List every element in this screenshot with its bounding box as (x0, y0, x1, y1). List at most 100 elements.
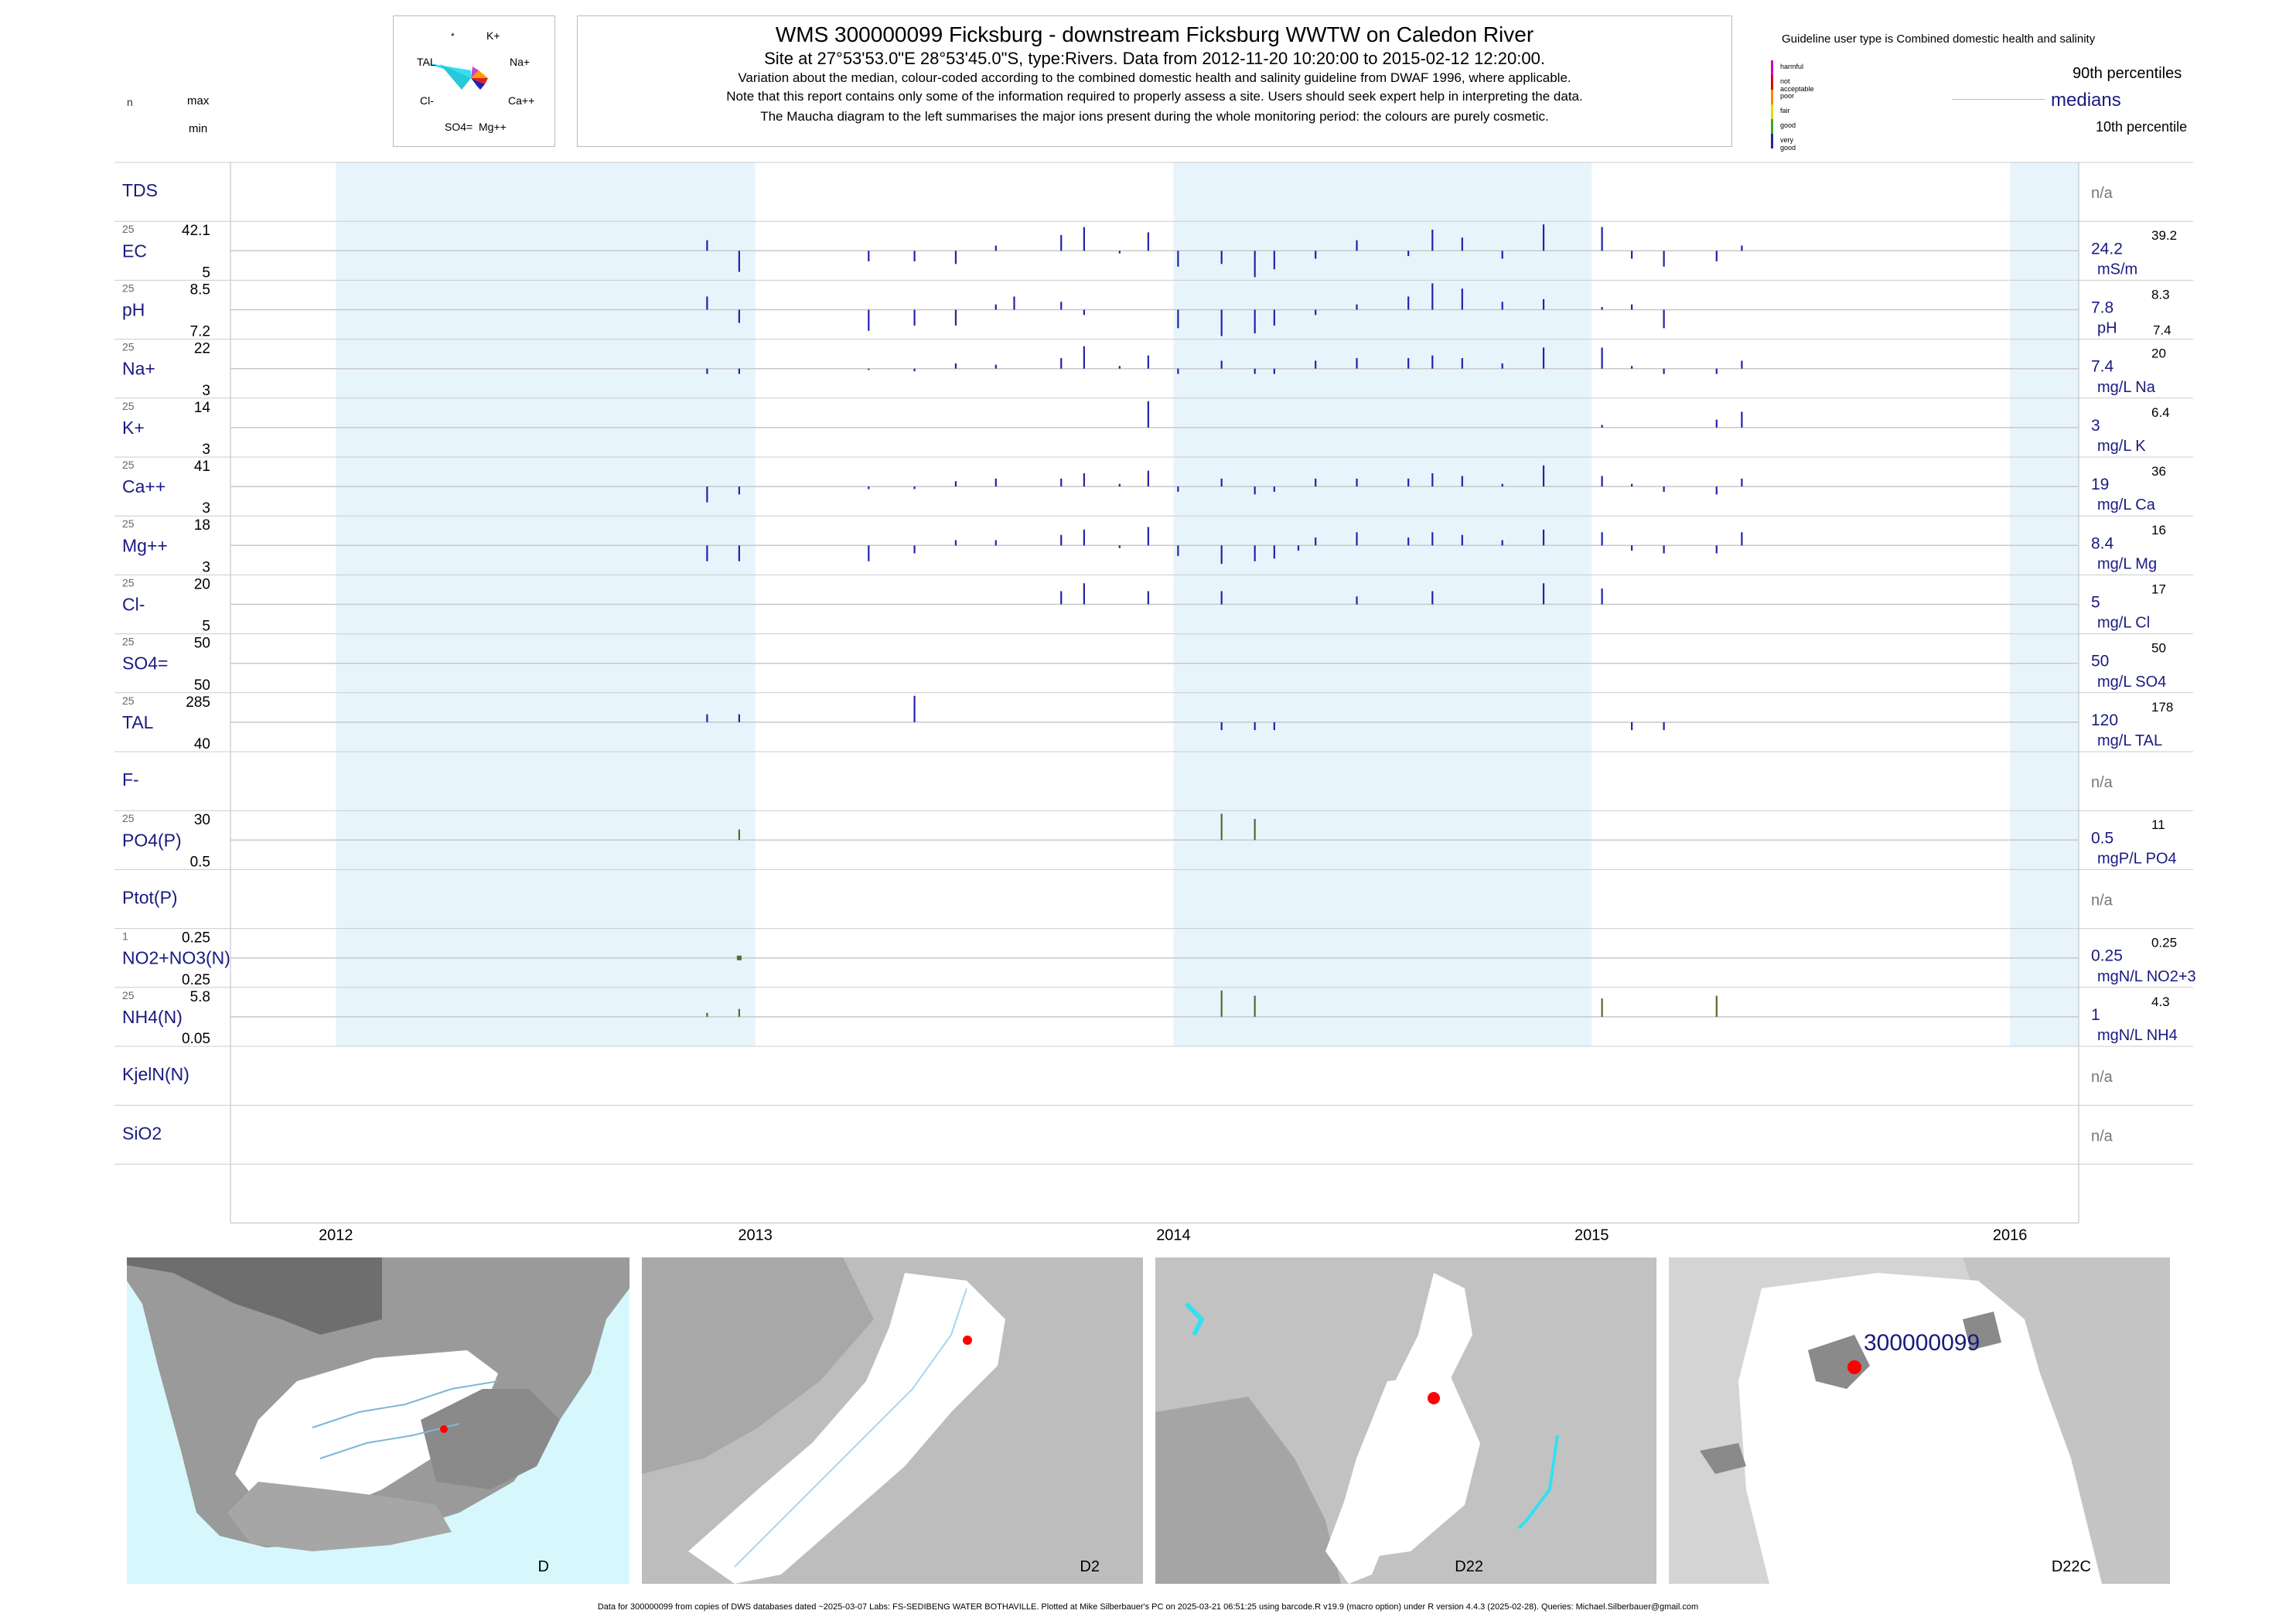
barcode-chart: 2012 2013 2014 2015 2016 TDS n/a EC 25 42.1 5 24.2 m… (114, 162, 2196, 1244)
row-unit-PO4: mgP/L PO4 (2097, 850, 2177, 867)
row-min-Na: 3 (202, 383, 210, 399)
row-min-Ca: 3 (202, 500, 210, 517)
legend-medians: medians (2051, 90, 2121, 111)
row-n-TAL: 25 (122, 694, 135, 707)
row-median-value-Ca: 19 (2091, 476, 2109, 493)
maucha-label-star: * (451, 31, 455, 42)
row-unit-NH4: mgN/L NH4 (2097, 1027, 2178, 1044)
row-na-Ptot: n/a (2091, 892, 2113, 909)
row-unit-NO3: mgN/L NO2+3 (2097, 968, 2196, 985)
map-d22c-svg (1669, 1257, 2170, 1584)
map-d22c-site-label: 300000099 (1864, 1330, 1980, 1356)
row-min-Mg: 3 (202, 559, 210, 575)
row-max-EC: 42.1 (182, 223, 210, 239)
map-d22c: 300000099 D22C (1669, 1257, 2170, 1584)
footer-note: Data for 300000099 from copies of DWS da… (597, 1602, 1699, 1612)
row-n-pH: 25 (122, 281, 135, 294)
row-p90-Mg: 16 (2151, 523, 2166, 537)
header-n: n (127, 96, 133, 108)
row-min-TAL: 40 (194, 736, 210, 752)
row-n-SO4: 25 (122, 636, 135, 648)
row-median-value-EC: 24.2 (2091, 240, 2123, 258)
row-label-F: F- (122, 769, 139, 790)
row-n-Ca: 25 (122, 459, 135, 471)
row-max-NH4: 5.8 (190, 989, 210, 1005)
row-min-Cl: 5 (202, 619, 210, 635)
row-na-Kjel: n/a (2091, 1069, 2113, 1086)
map-label-d22: D22 (1455, 1558, 1483, 1575)
legend-p90: 90th percentiles (2073, 65, 2182, 82)
legend-class-label-5: very good (1780, 136, 1796, 152)
x-tick-label-2015: 2015 (1574, 1227, 1609, 1244)
legend-class-label-3: fair (1780, 107, 1790, 114)
row-median-value-NH4: 1 (2091, 1006, 2100, 1024)
row-unit-Na: mg/L Na (2097, 379, 2156, 396)
row-p90-TAL: 178 (2151, 700, 2173, 715)
row-na-SiO2: n/a (2091, 1128, 2113, 1145)
row-max-Mg: 18 (194, 517, 210, 534)
row-label-pH: pH (122, 300, 145, 320)
map-d22-svg (1155, 1257, 1656, 1584)
legend-swatch-3 (1771, 104, 1773, 119)
row-label-PO4: PO4(P) (122, 830, 182, 850)
bar-NO3-0 (736, 955, 742, 960)
row-median-value-Cl: 5 (2091, 594, 2100, 612)
legend-guideline-text: Guideline user type is Combined domestic… (1782, 32, 2096, 46)
row-min-EC: 5 (202, 264, 210, 281)
maucha-label-na: Na+ (510, 56, 530, 68)
row-n-NO3: 1 (122, 930, 128, 943)
row-max-Ca: 41 (194, 459, 210, 475)
row-na-TDS: n/a (2091, 185, 2113, 202)
row-na-F: n/a (2091, 774, 2113, 791)
x-tick-label-2016: 2016 (1993, 1227, 2028, 1244)
row-p90-SO4: 50 (2151, 641, 2166, 656)
row-label-Kjel: KjelN(N) (122, 1064, 189, 1084)
chart-note-3: The Maucha diagram to the left summarise… (760, 109, 1549, 124)
row-p90-Ca: 36 (2151, 464, 2166, 479)
row-median-value-PO4: 0.5 (2091, 829, 2113, 847)
maucha-label-cl: Cl- (420, 94, 434, 107)
row-median-value-NO3: 0.25 (2091, 947, 2123, 965)
row-p90-Cl: 17 (2151, 582, 2166, 596)
row-max-Cl: 20 (194, 576, 210, 592)
row-max-SO4: 50 (194, 636, 210, 652)
row-unit-pH: pH (2097, 320, 2117, 337)
row-label-EC: EC (122, 241, 147, 261)
x-tick-label-2013: 2013 (738, 1227, 773, 1244)
row-min-K: 3 (202, 442, 210, 458)
row-n-Na: 25 (122, 341, 135, 353)
row-median-value-Na: 7.4 (2091, 358, 2114, 376)
row-label-SO4: SO4= (122, 653, 168, 674)
row-max-TAL: 285 (186, 694, 210, 711)
row-label-Cl: Cl- (122, 595, 145, 615)
maucha-diagram: * K+ TAL Na+ Cl- Ca++ SO4= Mg++ (393, 15, 555, 147)
row-label-NH4: NH4(N) (122, 1007, 183, 1027)
row-unit-Mg: mg/L Mg (2097, 555, 2157, 572)
maucha-label-mg: Mg++ (479, 121, 507, 133)
legend-swatch-2 (1771, 90, 1773, 104)
row-median-value-TAL: 120 (2091, 711, 2118, 729)
map-south-africa-svg (127, 1257, 629, 1551)
legend-p10: 10th percentile (2096, 119, 2188, 135)
legend-class-label-4: good (1780, 121, 1796, 129)
row-median-value-Mg: 8.4 (2091, 534, 2114, 552)
row-p10-pH: 7.4 (2153, 323, 2171, 338)
row-min-PO4: 0.5 (190, 854, 210, 870)
row-label-TDS: TDS (122, 180, 158, 200)
row-label-Mg: Mg++ (122, 535, 168, 555)
row-unit-Ca: mg/L Ca (2097, 496, 2156, 513)
legend-swatch-5 (1771, 134, 1773, 148)
row-max-K: 14 (194, 400, 211, 416)
row-max-Na: 22 (194, 341, 210, 357)
map-d22: D22 (1155, 1257, 1656, 1584)
chart-note-1: Variation about the median, colour-coded… (738, 70, 1571, 85)
maucha-label-ca: Ca++ (508, 94, 534, 107)
row-n-Cl: 25 (122, 576, 135, 589)
legend-swatch-0 (1771, 60, 1773, 75)
map-south-africa: ABXCWVUTSRQPMNLKJHGFED D (127, 1257, 629, 1584)
row-label-Na: Na+ (122, 359, 155, 379)
maucha-label-so4: SO4= (445, 121, 473, 133)
maucha-label-k: K+ (486, 29, 500, 42)
map-label-d22c: D22C (2051, 1558, 2091, 1575)
